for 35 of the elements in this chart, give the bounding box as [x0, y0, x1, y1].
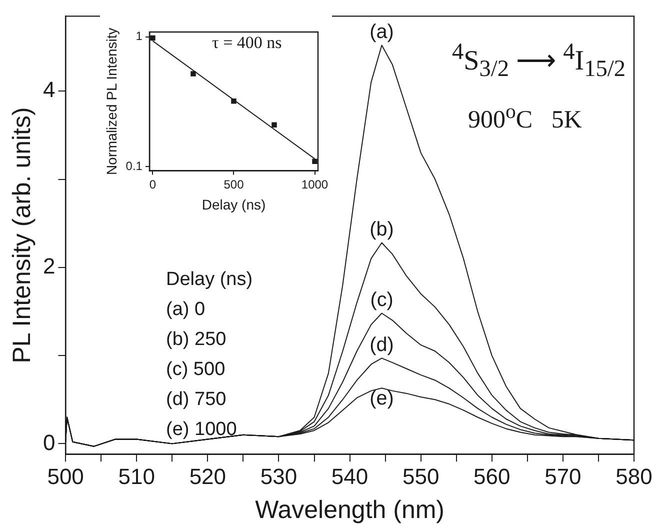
y-axis-title: PL Intensity (arb. units): [8, 107, 36, 364]
x-tick-label: 500: [47, 464, 84, 489]
x-tick-label: 500: [224, 177, 244, 192]
x-tick-label: 520: [189, 464, 226, 489]
x-tick-label: 550: [402, 464, 440, 489]
annotation: 900$^{o}$C 5K: [468, 99, 582, 134]
annotation: (a) 0: [166, 299, 206, 321]
series-label: (b): [370, 218, 394, 240]
y-tick-label: 4: [42, 77, 56, 102]
x-tick-label: 540: [331, 464, 368, 489]
annotation: (c) 500: [166, 359, 226, 381]
y-tick-label: 0.1: [126, 159, 143, 174]
x-axis-title: Delay (ns): [202, 196, 266, 212]
x-tick-label: 560: [474, 464, 510, 489]
x-tick-label: 0: [149, 177, 156, 192]
annotation: τ = 400 ns: [212, 33, 282, 53]
x-axis-title: Wavelength (nm): [255, 496, 444, 524]
y-tick-label: 2: [42, 253, 56, 278]
x-tick-label: 570: [544, 464, 582, 489]
x-tick-label: 580: [616, 464, 652, 489]
annotation: (d) 750: [166, 389, 226, 411]
annotation: Delay (ns): [166, 269, 253, 291]
y-tick-label: 1: [136, 29, 143, 44]
x-tick-label: 510: [118, 464, 155, 489]
annotation: (b) 250: [166, 329, 226, 351]
series-label: (a): [370, 20, 394, 43]
x-tick-label: 530: [260, 464, 298, 489]
series-label: (e): [370, 388, 394, 410]
y-axis-title: Normalized PL Intensity: [103, 28, 120, 176]
annotation: (e) 1000: [166, 419, 237, 441]
y-tick-label: 0: [42, 430, 56, 455]
annotation: $^{4}$S$_{3/2}$ ⟶ $^{4}$I$_{15/2}$: [452, 39, 626, 83]
series-label: (c): [370, 288, 394, 311]
series-label: (d): [370, 334, 394, 356]
x-tick-label: 1000: [301, 177, 328, 192]
